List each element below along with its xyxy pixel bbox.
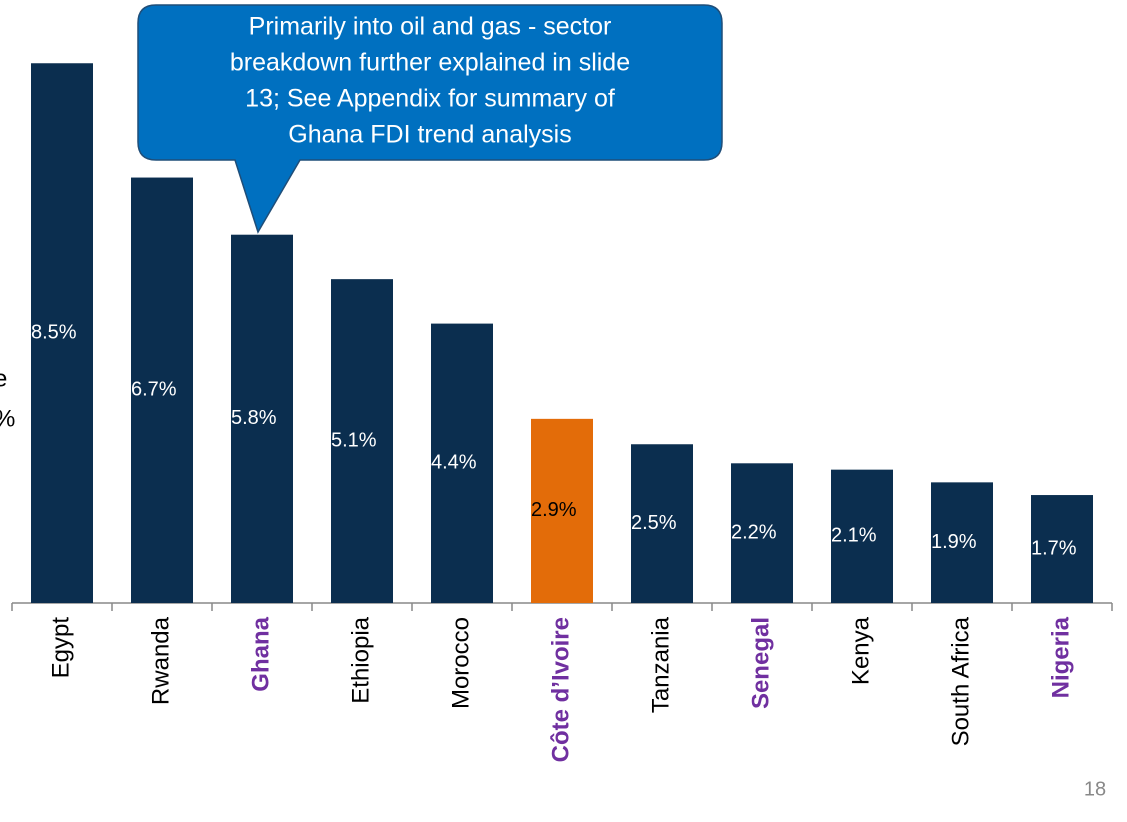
bar <box>931 482 993 603</box>
x-tick-label: Côte d’Ivoire <box>547 617 574 762</box>
x-tick-label: Ghana <box>247 616 274 691</box>
value-label: 1.9% <box>931 531 977 553</box>
page-number: 18 <box>1084 778 1106 800</box>
bar <box>31 63 93 603</box>
value-label: 8.5% <box>31 321 77 343</box>
x-tick-label: South Africa <box>947 616 974 746</box>
x-tick-label: Rwanda <box>147 616 174 705</box>
x-tick-label: Tanzania <box>647 616 674 713</box>
x-tick-label: Kenya <box>847 616 874 685</box>
bar <box>831 469 893 603</box>
value-label: 5.8% <box>231 407 277 429</box>
bar <box>631 444 693 603</box>
bar <box>131 177 193 604</box>
callout-box <box>137 4 723 234</box>
bar <box>231 234 293 603</box>
x-tick-label: Senegal <box>747 617 774 709</box>
value-label: 6.7% <box>131 379 177 401</box>
value-label: 2.5% <box>631 512 677 534</box>
bar <box>531 418 593 603</box>
bar <box>731 463 793 603</box>
left-fragment: e <box>0 365 7 392</box>
callout-text: Primarily into oil and gas - sector <box>249 13 612 41</box>
x-tick-label: Nigeria <box>1047 616 1074 698</box>
value-label: 2.2% <box>731 521 777 543</box>
callout-text: Ghana FDI trend analysis <box>288 121 571 149</box>
callout-text: 13; See Appendix for summary of <box>245 85 615 113</box>
x-tick-label: Ethiopia <box>347 616 374 703</box>
bar <box>431 323 493 603</box>
value-label: 2.9% <box>531 499 577 521</box>
value-label: 1.7% <box>1031 537 1077 559</box>
left-fragment: % <box>0 405 15 432</box>
value-label: 4.4% <box>431 452 477 474</box>
value-label: 5.1% <box>331 429 377 451</box>
bar <box>331 279 393 603</box>
bar <box>1031 495 1093 603</box>
value-label: 2.1% <box>831 525 877 547</box>
x-tick-label: Morocco <box>447 617 474 709</box>
x-tick-label: Egypt <box>47 617 74 679</box>
callout-text: breakdown further explained in slide <box>230 49 630 77</box>
